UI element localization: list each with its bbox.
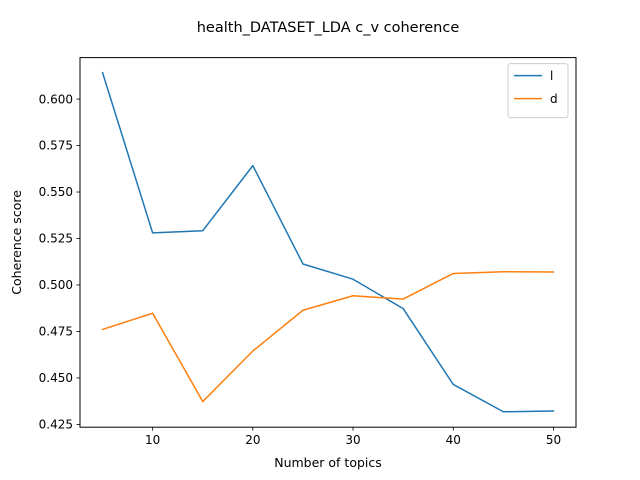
legend-label: l — [550, 69, 553, 83]
x-axis-label: Number of topics — [274, 455, 382, 470]
plot-frame — [79, 57, 577, 428]
legend-box — [507, 63, 569, 119]
y-tick-label: 0.550 — [39, 185, 73, 199]
x-tick-label: 20 — [245, 433, 260, 447]
x-tick-label: 40 — [446, 433, 461, 447]
series-line-l — [101, 71, 555, 413]
y-tick-label: 0.600 — [39, 92, 73, 106]
x-tick-label: 50 — [546, 433, 561, 447]
chart-title: health_DATASET_LDA c_v coherence — [197, 20, 460, 36]
plot-area — [101, 71, 555, 413]
y-axis-label: Coherence score — [9, 190, 24, 295]
x-tick-label: 10 — [145, 433, 160, 447]
y-tick-label: 0.525 — [39, 232, 73, 246]
x-axis: 10 20 30 40 50 — [145, 427, 561, 447]
series-line-d — [101, 271, 555, 403]
y-tick-label: 0.450 — [39, 371, 73, 385]
y-tick-label: 0.500 — [39, 278, 73, 292]
legend-label: d — [550, 92, 558, 106]
legend: ld — [507, 63, 569, 119]
y-tick-label: 0.425 — [39, 418, 73, 432]
y-tick-label: 0.575 — [39, 139, 73, 153]
x-tick-label: 30 — [345, 433, 360, 447]
y-tick-label: 0.475 — [39, 325, 73, 339]
y-axis: 0.425 0.450 0.475 0.500 0.525 0.550 0.575 0.600 — [39, 92, 80, 432]
